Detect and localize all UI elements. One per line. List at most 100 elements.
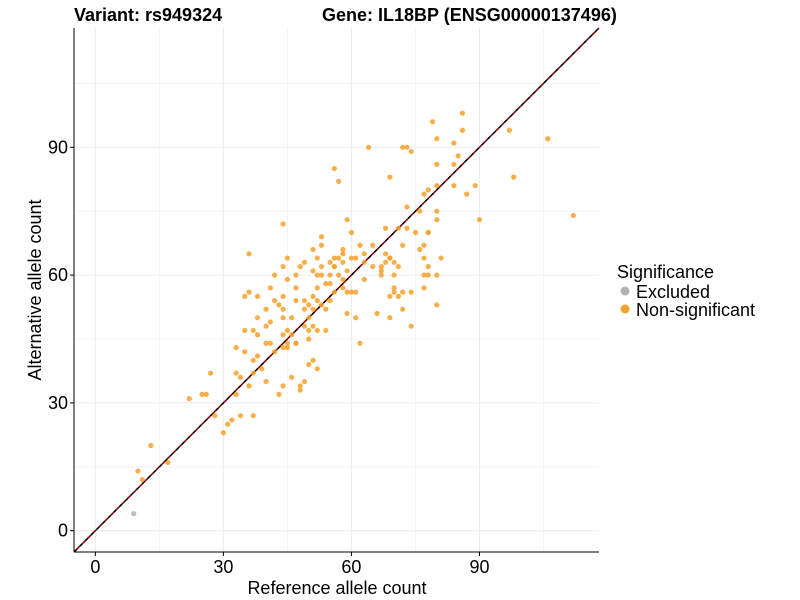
point-non-significant [314,285,320,291]
point-non-significant [408,148,414,155]
point-non-significant [310,306,316,312]
point-non-significant [135,468,141,474]
point-non-significant [310,323,316,329]
point-non-significant [421,272,427,278]
legend-label-non-significant: Non-significant [636,300,755,320]
point-non-significant [391,272,397,278]
point-non-significant [464,191,470,197]
point-non-significant [340,276,346,282]
point-non-significant [400,144,406,150]
point-non-significant [451,161,457,167]
point-non-significant [378,268,384,274]
point-non-significant [237,374,244,380]
point-non-significant [306,327,312,334]
point-non-significant [259,366,265,372]
point-non-significant [348,289,355,295]
point-non-significant [365,144,372,150]
point-non-significant [353,315,359,321]
point-non-significant [276,302,282,308]
point-non-significant [434,302,440,308]
point-non-significant [340,285,346,291]
point-non-significant [289,315,295,321]
point-non-significant [293,298,299,304]
x-tick-label: 90 [469,557,489,577]
point-non-significant [314,272,320,278]
point-non-significant [387,293,393,299]
point-non-significant [310,246,316,253]
point-non-significant [186,396,192,402]
point-non-significant [301,323,308,329]
point-non-significant [340,259,346,265]
point-non-significant [293,285,299,291]
variant-title: Variant: rs949324 [74,5,222,25]
point-non-significant [421,191,427,197]
y-tick-label: 60 [48,265,68,285]
point-non-significant [297,383,303,389]
point-non-significant [434,217,440,223]
point-non-significant [570,212,576,219]
point-non-significant [421,285,427,291]
gene-title: Gene: IL18BP (ENSG00000137496) [322,5,617,25]
point-non-significant [237,413,244,419]
point-non-significant [331,255,337,261]
point-non-significant [340,246,346,253]
point-non-significant [220,430,226,436]
point-non-significant [378,263,384,270]
point-non-significant [391,259,397,265]
point-non-significant [451,140,457,146]
point-non-significant [233,370,239,376]
point-non-significant [344,289,350,295]
point-non-significant [314,366,320,372]
point-non-significant [263,378,269,385]
point-non-significant [276,391,282,397]
point-non-significant [301,306,308,312]
point-non-significant [327,281,333,287]
point-non-significant [306,315,312,321]
legend: Significance Excluded Non-significant [617,262,755,320]
legend-swatch-excluded [620,286,630,296]
point-non-significant [280,221,286,227]
point-non-significant [391,289,397,295]
point-non-significant [284,255,291,261]
y-axis-label: Alternative allele count [25,199,45,380]
point-non-significant [297,387,303,393]
point-non-significant [318,302,325,308]
point-non-significant [318,234,325,240]
point-non-significant [272,298,278,304]
point-non-significant [280,344,286,351]
x-tick-label: 60 [341,557,361,577]
point-non-significant [314,298,320,304]
point-non-significant [306,336,312,342]
point-non-significant [250,327,256,334]
point-non-significant [327,272,333,278]
point-non-significant [323,306,329,312]
point-non-significant [293,340,299,346]
point-non-significant [297,263,303,270]
point-non-significant [310,268,316,274]
point-non-significant [459,127,466,133]
point-non-significant [301,378,308,385]
point-non-significant [361,251,367,257]
point-non-significant [421,242,427,248]
point-non-significant [331,165,337,172]
point-non-significant [387,315,393,321]
point-non-significant [254,353,261,359]
x-tick-label: 0 [90,557,100,577]
point-non-significant [199,391,205,397]
point-non-significant [225,421,231,427]
legend-label-excluded: Excluded [636,282,710,302]
point-non-significant [370,263,376,270]
point-non-significant [280,332,286,338]
point-non-significant [267,340,273,346]
point-non-significant [139,476,145,483]
point-non-significant [348,229,355,236]
point-non-significant [353,255,359,261]
point-non-significant [387,255,393,261]
point-non-significant [429,119,436,125]
point-non-significant [370,242,376,248]
point-non-significant [310,357,316,363]
point-non-significant [455,153,461,159]
point-non-significant [233,344,239,351]
point-non-significant [395,293,401,299]
